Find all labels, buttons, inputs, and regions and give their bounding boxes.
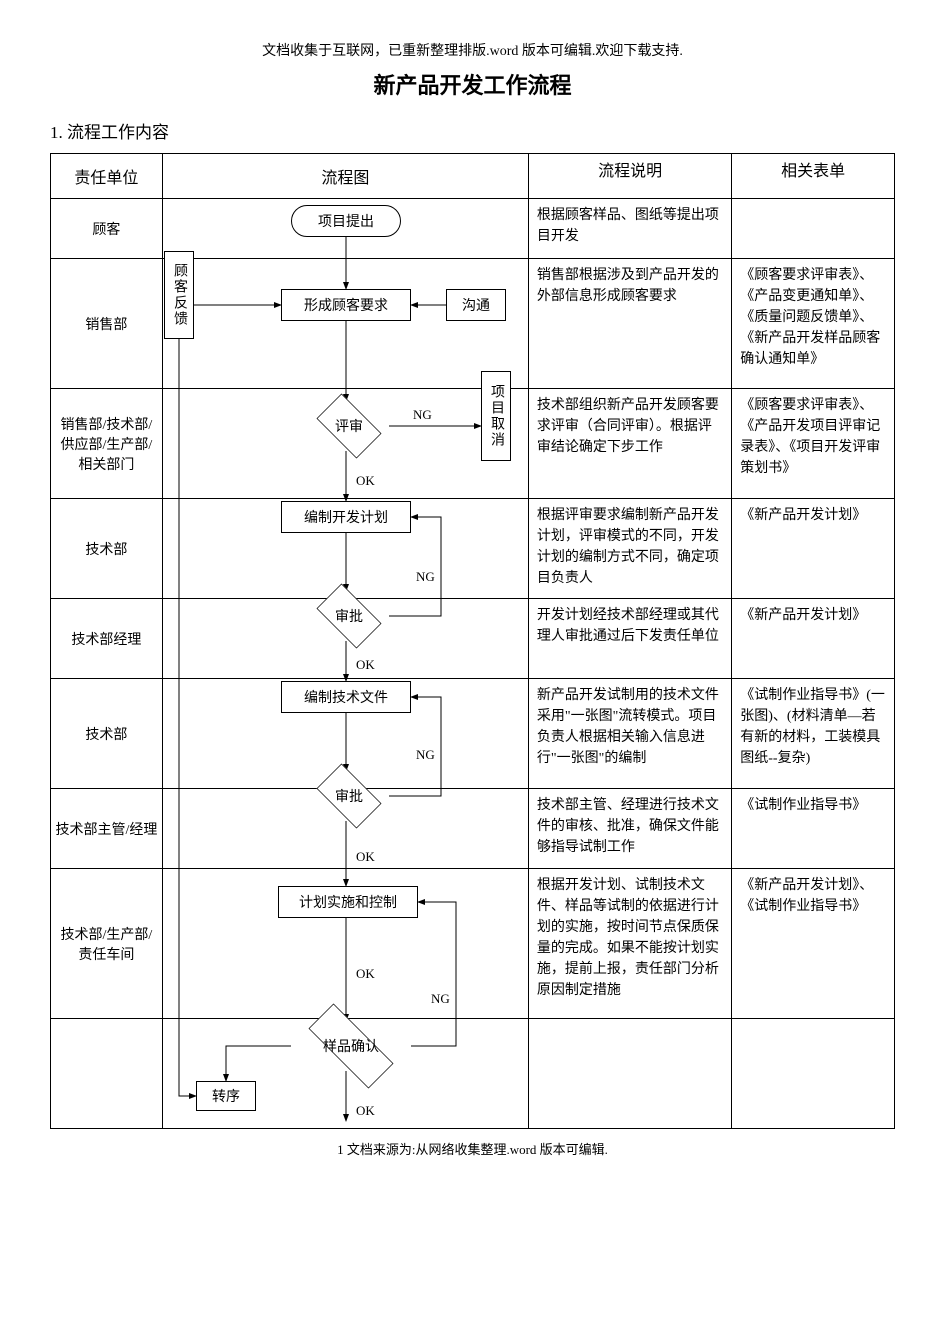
desc-cell: 技术部组织新产品开发顾客要求评审（合同评审）。根据评审结论确定下步工作 [528, 389, 731, 499]
section-title: 1. 流程工作内容 [50, 118, 895, 143]
flow-node-comm: 沟通 [446, 289, 506, 321]
flow-node-n2: 形成顾客要求 [281, 289, 411, 321]
flow-node-n3: 编制开发计划 [281, 501, 411, 533]
desc-cell: 销售部根据涉及到产品开发的外部信息形成顾客要求 [528, 259, 731, 389]
edge-label: NG [416, 569, 435, 585]
flow-node-d4: 样品确认 [291, 1021, 411, 1071]
form-cell [732, 1019, 895, 1129]
resp-cell: 技术部经理 [51, 599, 163, 679]
form-cell [732, 199, 895, 259]
desc-cell: 开发计划经技术部经理或其代理人审批通过后下发责任单位 [528, 599, 731, 679]
edge-label: OK [356, 849, 375, 865]
resp-cell: 技术部 [51, 499, 163, 599]
flow-node-d2: 审批 [309, 591, 389, 641]
desc-cell: 根据开发计划、试制技术文件、样品等试制的依据进行计划的实施，按时间节点保质保量的… [528, 869, 731, 1019]
flow-node-zx: 转序 [196, 1081, 256, 1111]
edge-label: OK [356, 1103, 375, 1119]
edge-label: NG [416, 747, 435, 763]
form-cell: 《试制作业指导书》 [732, 789, 895, 869]
col-responsibility: 责任单位 [51, 154, 163, 199]
resp-cell: 顾客 [51, 199, 163, 259]
resp-cell: 技术部/生产部/责任车间 [51, 869, 163, 1019]
main-title: 新产品开发工作流程 [50, 68, 895, 100]
edge-label: OK [356, 966, 375, 982]
desc-cell [528, 1019, 731, 1129]
table-wrap: 责任单位 流程图 流程说明 相关表单 顾客根据顾客样品、图纸等提出项目开发销售部… [50, 153, 895, 1129]
flow-node-d3: 审批 [309, 771, 389, 821]
resp-cell: 销售部/技术部/供应部/生产部/相关部门 [51, 389, 163, 499]
form-cell: 《新产品开发计划》 [732, 599, 895, 679]
resp-cell: 销售部 [51, 259, 163, 389]
flow-node-cancel: 项目取消 [481, 371, 511, 461]
form-cell: 《顾客要求评审表》、《产品变更通知单》、《质量问题反馈单》、《新产品开发样品顾客… [732, 259, 895, 389]
resp-cell: 技术部 [51, 679, 163, 789]
desc-cell: 技术部主管、经理进行技术文件的审核、批准，确保文件能够指导试制工作 [528, 789, 731, 869]
edge-label: OK [356, 473, 375, 489]
desc-cell: 根据评审要求编制新产品开发计划，评审模式的不同，开发计划的编制方式不同，确定项目… [528, 499, 731, 599]
desc-cell: 根据顾客样品、图纸等提出项目开发 [528, 199, 731, 259]
resp-cell: 技术部主管/经理 [51, 789, 163, 869]
header-note: 文档收集于互联网，已重新整理排版.word 版本可编辑.欢迎下载支持. [50, 40, 895, 60]
form-cell: 《顾客要求评审表》、《产品开发项目评审记录表》、《项目开发评审策划书》 [732, 389, 895, 499]
flow-node-d1: 评审 [309, 401, 389, 451]
form-cell: 《新产品开发计划》、《试制作业指导书》 [732, 869, 895, 1019]
flow-node-n4: 编制技术文件 [281, 681, 411, 713]
flow-node-n5: 计划实施和控制 [278, 886, 418, 918]
col-forms: 相关表单 [732, 154, 895, 199]
edge-label: OK [356, 657, 375, 673]
col-description: 流程说明 [528, 154, 731, 199]
flow-node-n1: 项目提出 [291, 205, 401, 237]
resp-cell [51, 1019, 163, 1129]
desc-cell: 新产品开发试制用的技术文件采用"一张图"流转模式。项目负责人根据相关输入信息进行… [528, 679, 731, 789]
edge-label: NG [431, 991, 450, 1007]
footer-note: 1 文档来源为:从网络收集整理.word 版本可编辑. [50, 1139, 895, 1158]
flowchart-nodes: 项目提出顾客反馈形成顾客要求沟通项目取消评审编制开发计划审批编制技术文件审批计划… [161, 191, 521, 1121]
flow-node-fb: 顾客反馈 [164, 251, 194, 339]
form-cell: 《试制作业指导书》(一张图)、(材料清单—若有新的材料，工装模具图纸--复杂) [732, 679, 895, 789]
edge-label: NG [413, 407, 432, 423]
form-cell: 《新产品开发计划》 [732, 499, 895, 599]
